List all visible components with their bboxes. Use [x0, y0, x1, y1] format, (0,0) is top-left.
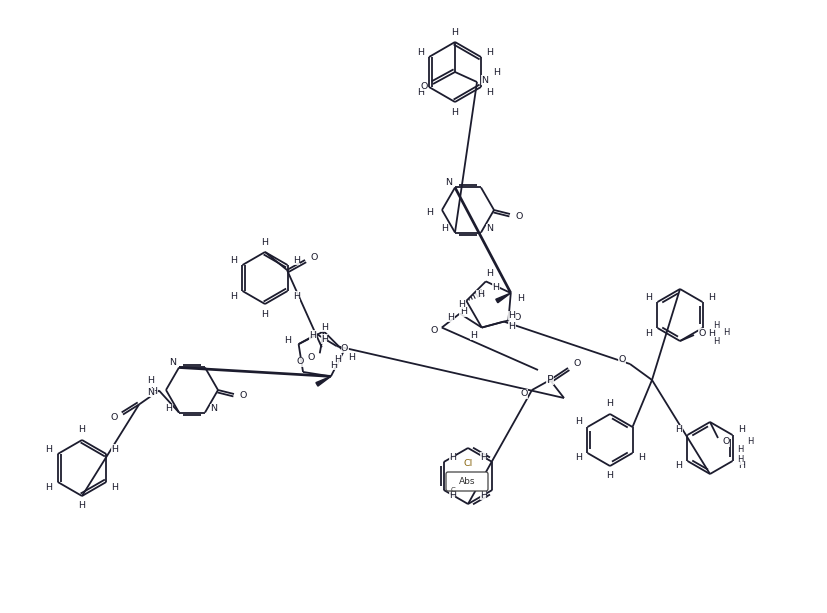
- Text: H: H: [575, 454, 581, 462]
- Text: O: O: [239, 392, 246, 400]
- Polygon shape: [495, 293, 510, 303]
- Text: H: H: [451, 28, 458, 37]
- Text: H: H: [637, 454, 644, 462]
- Text: H: H: [480, 490, 486, 500]
- Text: N: N: [147, 388, 155, 397]
- Text: H: H: [517, 294, 523, 302]
- Text: H: H: [605, 400, 613, 408]
- Text: H: H: [321, 322, 327, 332]
- Text: H: H: [451, 107, 458, 116]
- Text: H: H: [112, 444, 118, 454]
- Text: H: H: [261, 310, 268, 319]
- Text: H: H: [712, 337, 719, 346]
- Text: H: H: [707, 329, 714, 338]
- Text: O: O: [310, 253, 318, 262]
- Text: H: H: [426, 207, 433, 216]
- Text: H: H: [79, 501, 85, 511]
- Text: H: H: [165, 404, 172, 413]
- Text: O: O: [618, 356, 625, 365]
- Text: O: O: [110, 413, 117, 422]
- Text: H: H: [712, 321, 719, 330]
- FancyBboxPatch shape: [446, 472, 487, 491]
- Text: H: H: [45, 482, 53, 492]
- Text: H: H: [348, 352, 355, 362]
- Text: O: O: [341, 344, 348, 352]
- Text: N: N: [445, 178, 452, 187]
- Text: H: H: [508, 311, 514, 320]
- Text: H: H: [480, 452, 486, 462]
- Text: N: N: [170, 358, 176, 367]
- Text: H: H: [736, 455, 743, 465]
- Text: H: H: [722, 327, 729, 337]
- Text: H: H: [45, 444, 53, 454]
- Text: H: H: [485, 88, 493, 96]
- Text: H: H: [334, 355, 341, 364]
- Text: P: P: [546, 375, 552, 385]
- Text: H: H: [292, 256, 299, 264]
- Text: O: O: [296, 357, 304, 367]
- Text: H: H: [508, 322, 514, 331]
- Text: H: H: [308, 331, 316, 340]
- Text: O: O: [572, 359, 580, 368]
- Text: H: H: [485, 269, 493, 278]
- Text: H: H: [675, 425, 681, 435]
- Text: H: H: [746, 438, 753, 446]
- Text: H: H: [447, 313, 454, 322]
- Text: H: H: [457, 300, 465, 309]
- Text: H: H: [493, 67, 500, 77]
- Text: H: H: [737, 462, 743, 471]
- Text: O: O: [519, 389, 527, 398]
- Text: H: H: [441, 224, 448, 233]
- Text: O: O: [307, 353, 314, 362]
- Text: O: O: [514, 211, 522, 221]
- Text: O: O: [697, 329, 705, 338]
- Text: Abs: Abs: [458, 478, 475, 487]
- Polygon shape: [316, 376, 331, 386]
- Text: H: H: [485, 47, 493, 56]
- Text: H: H: [261, 237, 268, 246]
- Text: H: H: [644, 292, 652, 302]
- Text: O: O: [513, 313, 520, 322]
- Text: N: N: [486, 224, 493, 233]
- Text: H: H: [79, 425, 85, 435]
- Text: N: N: [210, 404, 218, 413]
- Text: H: H: [675, 462, 681, 471]
- Text: H: H: [151, 387, 157, 397]
- Text: H: H: [448, 452, 456, 462]
- Text: H: H: [736, 446, 743, 454]
- Text: O: O: [420, 82, 428, 91]
- Text: H: H: [330, 361, 337, 370]
- Text: C: C: [450, 487, 455, 493]
- Text: H: H: [147, 376, 155, 385]
- Text: H: H: [737, 425, 743, 435]
- Text: H: H: [575, 417, 581, 427]
- Text: N: N: [481, 75, 488, 85]
- Text: H: H: [448, 490, 456, 500]
- Text: H: H: [230, 292, 237, 300]
- Text: H: H: [284, 335, 291, 345]
- Text: H: H: [470, 331, 476, 340]
- Text: H: H: [707, 292, 714, 302]
- Text: O: O: [721, 438, 729, 446]
- Text: H: H: [476, 291, 483, 299]
- Text: H: H: [292, 292, 299, 300]
- Text: H: H: [416, 88, 423, 96]
- Text: H: H: [644, 329, 652, 338]
- Text: H: H: [459, 307, 466, 316]
- Text: H: H: [492, 283, 499, 292]
- Text: H: H: [321, 335, 327, 344]
- Text: O: O: [429, 326, 437, 335]
- Text: H: H: [230, 256, 237, 264]
- Text: H: H: [605, 471, 613, 481]
- Text: H: H: [112, 482, 118, 492]
- Text: Cl: Cl: [463, 459, 472, 468]
- Text: H: H: [416, 47, 423, 56]
